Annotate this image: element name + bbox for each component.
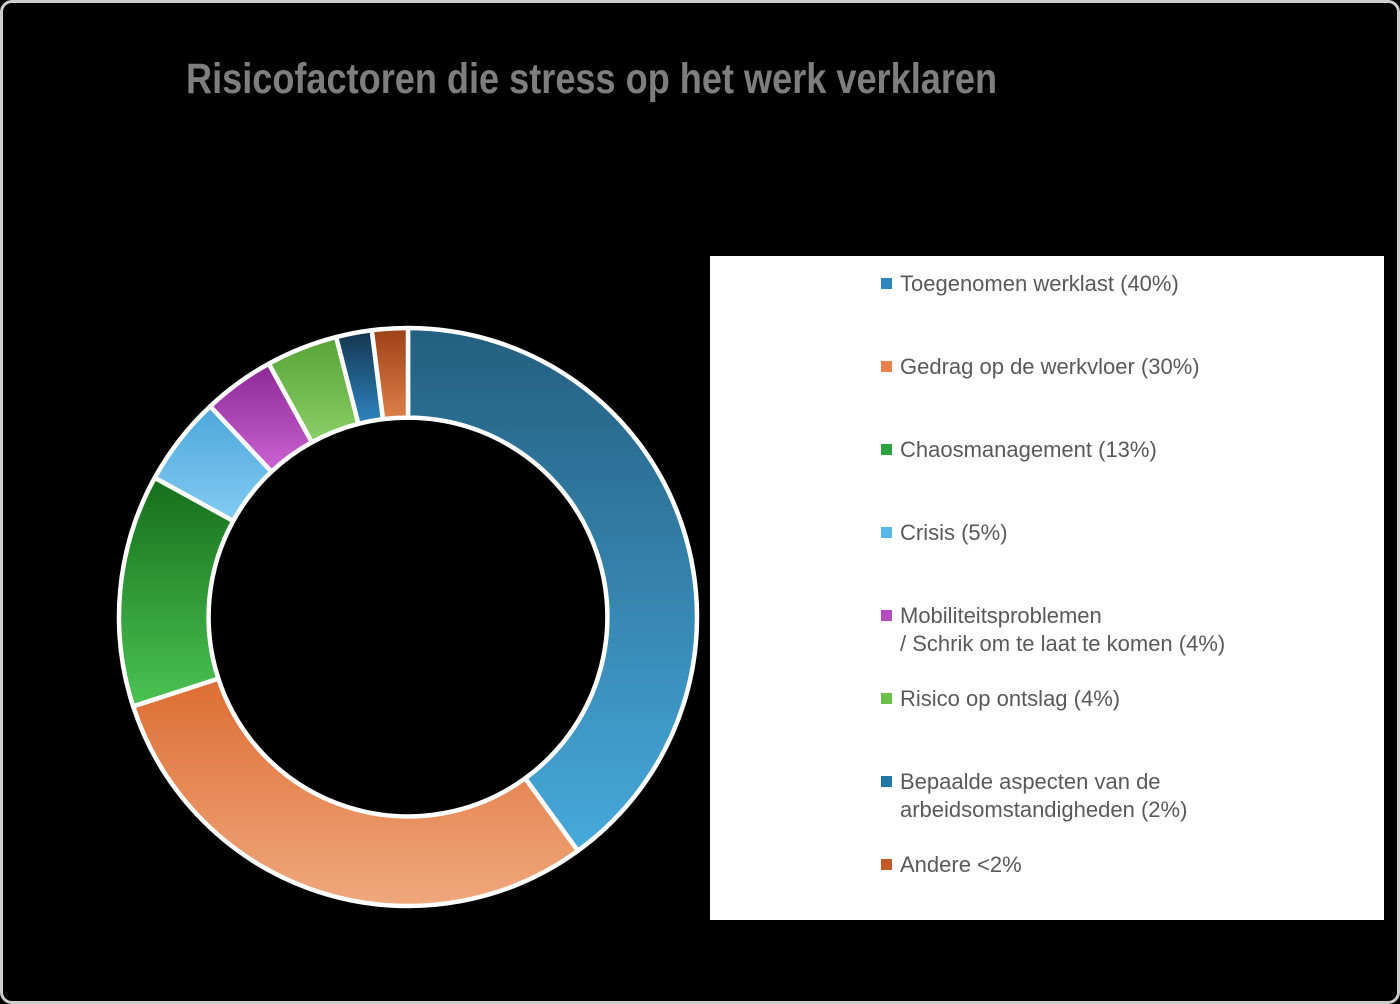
legend-item-7: Andere <2% [881,851,1022,879]
donut-slice-7 [369,325,411,422]
donut-slice-0 [405,325,700,854]
legend-label: Toegenomen werklast (40%) [900,271,1179,296]
legend-label: Andere <2% [900,852,1022,877]
legend-marker-icon [881,278,892,289]
donut-slice-1 [130,676,581,909]
donut-chart [116,325,700,909]
legend-marker-icon [881,444,892,455]
legend-marker-icon [881,693,892,704]
legend-marker-icon [881,776,892,787]
legend-marker-icon [881,859,892,870]
legend-label: Mobiliteitsproblemen / Schrik om te laat … [900,603,1226,656]
legend-item-3: Crisis (5%) [881,519,1008,547]
legend-label: Crisis (5%) [900,520,1008,545]
legend-marker-icon [881,610,892,621]
legend-item-0: Toegenomen werklast (40%) [881,270,1179,298]
legend-marker-icon [881,361,892,372]
legend-item-6: Bepaalde aspecten van de arbeidsomstandig… [881,768,1187,824]
legend-marker-icon [881,527,892,538]
legend-item-5: Risico op ontslag (4%) [881,685,1120,713]
legend-item-1: Gedrag op de werkvloer (30%) [881,353,1200,381]
legend-label: Bepaalde aspecten van de arbeidsomstandig… [900,769,1188,822]
legend: Toegenomen werklast (40%) Gedrag op de we… [710,256,1384,920]
legend-item-2: Chaosmanagement (13%) [881,436,1157,464]
legend-label: Gedrag op de werkvloer (30%) [900,354,1200,379]
legend-label: Risico op ontslag (4%) [900,686,1121,711]
legend-item-4: Mobiliteitsproblemen / Schrik om te laat … [881,602,1225,658]
legend-label: Chaosmanagement (13%) [900,437,1157,462]
chart-title: Risicofactoren die stress op het werk ve… [186,55,998,103]
